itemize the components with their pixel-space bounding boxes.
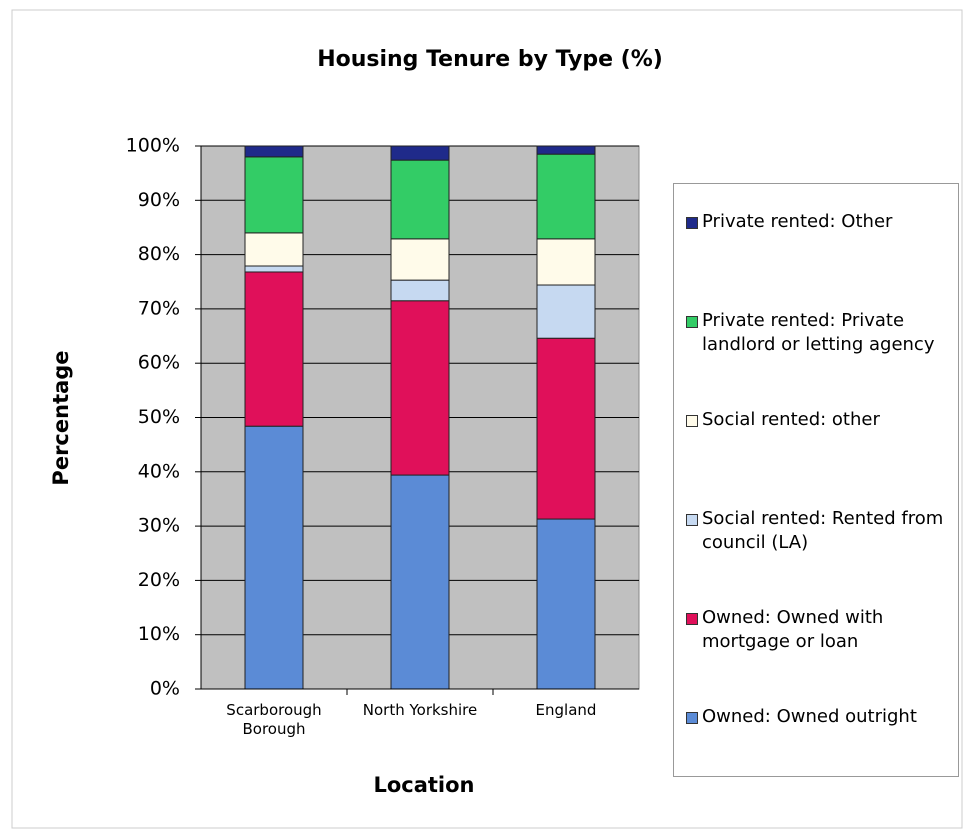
y-tick-label: 10% [138, 623, 180, 645]
bar-segment [244, 156, 304, 234]
legend-item: Owned: Owned outright [686, 705, 954, 729]
x-tick-label: Scarborough Borough [226, 701, 322, 738]
bar-segment [244, 232, 304, 267]
y-tick-label: 100% [126, 135, 180, 157]
bar-segment [390, 300, 450, 476]
bar-segment [536, 284, 596, 339]
x-axis-title: Location [373, 773, 474, 797]
bar-segment [390, 159, 450, 240]
legend-label: Owned: Owned outright [702, 706, 917, 727]
legend-label: Social rented: other [702, 409, 880, 430]
bar-segment [244, 271, 304, 427]
y-tick-label: 20% [138, 569, 180, 591]
legend-swatch [686, 316, 698, 328]
bar-segment [390, 238, 450, 281]
y-axis-title: Percentage [49, 350, 73, 485]
bar-segment [536, 337, 596, 520]
legend-swatch [686, 514, 698, 526]
legend-swatch [686, 712, 698, 724]
bar-segment [244, 265, 304, 273]
bar-segment [536, 145, 596, 155]
legend-label: Social rented: Rented from council (LA) [702, 508, 944, 553]
y-tick-label: 70% [138, 297, 180, 319]
legend-label: Private rented: Private landlord or lett… [702, 310, 935, 355]
bar-segment [244, 425, 304, 690]
bar-segment [390, 145, 450, 161]
bar-segment [390, 279, 450, 302]
legend-item: Private rented: Other [686, 210, 954, 234]
legend-label: Owned: Owned with mortgage or loan [702, 607, 884, 652]
legend-item: Private rented: Private landlord or lett… [686, 309, 954, 357]
y-tick-label: 60% [138, 352, 180, 374]
x-tick-label: England [535, 701, 597, 719]
bar-segment [244, 145, 304, 158]
bar-segment [536, 518, 596, 690]
legend-swatch [686, 415, 698, 427]
y-tick-label: 0% [150, 678, 180, 700]
legend-swatch [686, 613, 698, 625]
legend-item: Owned: Owned with mortgage or loan [686, 606, 954, 654]
bar-segment [536, 153, 596, 240]
bar-segment [536, 238, 596, 286]
y-tick-label: 30% [138, 515, 180, 537]
bar-segment [390, 474, 450, 690]
legend-item: Social rented: other [686, 408, 954, 432]
legend-label: Private rented: Other [702, 211, 893, 232]
y-tick-label: 50% [138, 406, 180, 428]
legend-swatch [686, 217, 698, 229]
legend-item: Social rented: Rented from council (LA) [686, 507, 954, 555]
legend: Owned: Owned outright Owned: Owned with m… [673, 183, 959, 777]
x-tick-label: North Yorkshire [362, 701, 478, 719]
y-tick-label: 40% [138, 460, 180, 482]
chart-title: Housing Tenure by Type (%) [317, 47, 663, 72]
y-tick-label: 80% [138, 243, 180, 265]
y-tick-label: 90% [138, 189, 180, 211]
